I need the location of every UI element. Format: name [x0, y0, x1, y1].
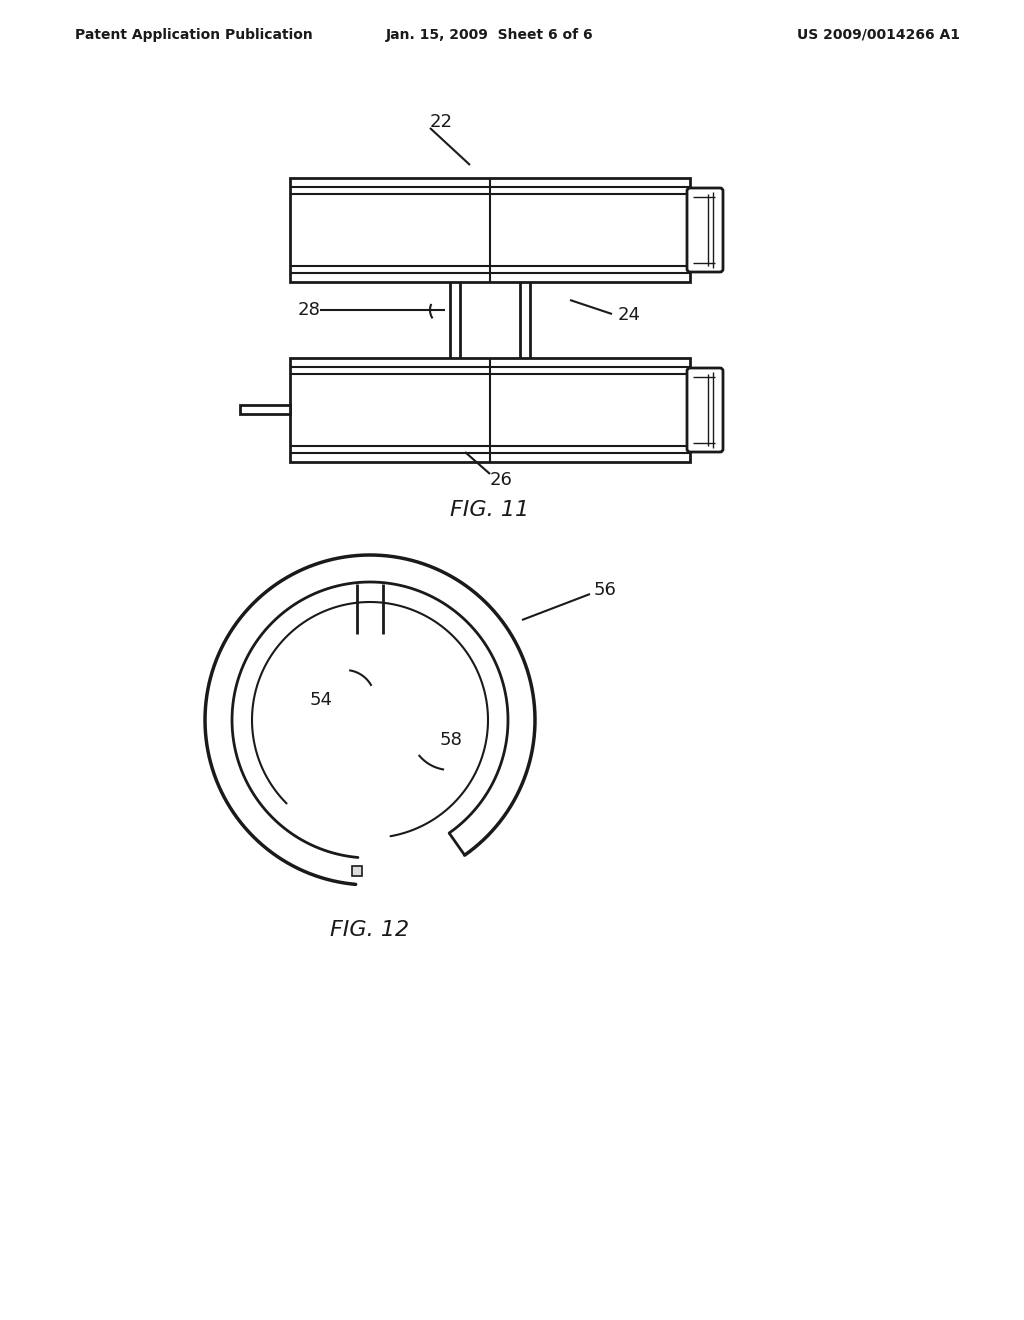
- Text: 28: 28: [298, 301, 321, 319]
- Text: FIG. 12: FIG. 12: [331, 920, 410, 940]
- Text: 24: 24: [618, 306, 641, 323]
- Text: Patent Application Publication: Patent Application Publication: [75, 28, 312, 42]
- Text: 26: 26: [490, 471, 513, 488]
- Text: 54: 54: [310, 690, 333, 709]
- Text: 58: 58: [440, 731, 463, 748]
- Text: 56: 56: [594, 581, 616, 599]
- Text: Jan. 15, 2009  Sheet 6 of 6: Jan. 15, 2009 Sheet 6 of 6: [386, 28, 594, 42]
- Text: FIG. 11: FIG. 11: [451, 500, 529, 520]
- Bar: [352, 866, 361, 876]
- Bar: [290, 178, 690, 282]
- Bar: [240, 405, 290, 414]
- Text: US 2009/0014266 A1: US 2009/0014266 A1: [797, 28, 961, 42]
- FancyBboxPatch shape: [687, 187, 723, 272]
- Bar: [290, 358, 690, 462]
- Text: 22: 22: [430, 114, 453, 131]
- FancyBboxPatch shape: [687, 368, 723, 451]
